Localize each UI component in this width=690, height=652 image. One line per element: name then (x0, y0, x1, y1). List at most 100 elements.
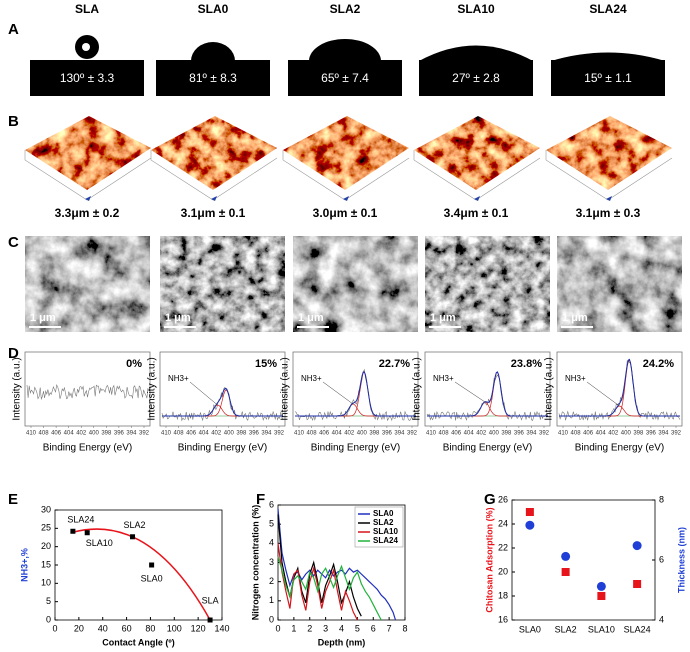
x-tick-label: 410 (558, 431, 569, 437)
panel-label: C (8, 234, 19, 251)
point-label: SLA0 (141, 573, 163, 583)
sem-texture (25, 236, 150, 332)
x-tick-label: 396 (646, 431, 657, 437)
roughness-label: 3.1μm ± 0.3 (576, 206, 641, 220)
x-tick-label: 392 (139, 431, 150, 437)
y-tick-label: 1 (269, 595, 274, 605)
x-axis-label: Binding Energy (eV) (443, 443, 533, 454)
scale-bar-label: 1 μm (298, 312, 324, 324)
x-tick-label: 1 (291, 623, 296, 633)
y-tick-label: 18 (498, 590, 508, 600)
scale-bar (561, 326, 593, 328)
x-axis-label: Binding Energy (eV) (575, 443, 665, 454)
afm-marker (85, 196, 91, 201)
sem-texture (160, 236, 285, 332)
roughness-label: 3.0μm ± 0.1 (313, 206, 378, 220)
y-tick-label: 20 (41, 541, 51, 551)
afm-image (25, 116, 151, 190)
x-tick-label: 8 (402, 623, 407, 633)
drop (419, 45, 533, 61)
x-tick-label: 100 (167, 623, 182, 633)
column-header: SLA (75, 2, 99, 16)
panel-label: D (8, 345, 19, 362)
point-label: SLA10 (86, 538, 113, 548)
substrate (156, 60, 270, 96)
x-tick-label: 398 (236, 431, 247, 437)
x-tick-label: 140 (214, 623, 229, 633)
afm-axis (413, 150, 541, 201)
column-header: SLA0 (198, 2, 229, 16)
x-tick-label: SLA10 (588, 624, 615, 634)
legend-label: SLA2 (373, 518, 394, 527)
annotation-leader (586, 381, 620, 407)
percentage: 0% (126, 358, 142, 370)
spectrum-fit (162, 387, 283, 417)
y-tick-label: 4 (269, 538, 274, 548)
scale-bar (297, 326, 329, 328)
afm-marker (474, 196, 480, 201)
scale-bar-label: 1 μm (562, 312, 588, 324)
afm-axis (282, 150, 410, 201)
x-tick-label: 0 (52, 623, 57, 633)
x-tick-label: 410 (294, 431, 305, 437)
contact-angle-image (551, 52, 665, 96)
x-tick-label: 408 (174, 431, 185, 437)
x-axis-label: Depth (nm) (318, 637, 366, 647)
y-axis-label: Intensity (a.u.) (147, 357, 158, 420)
sem-image (25, 236, 150, 332)
sem-texture (425, 236, 550, 332)
y-tick-label: 26 (498, 494, 508, 504)
x-tick-label: 402 (344, 431, 355, 437)
drop (191, 42, 235, 61)
x-tick-label: 406 (186, 431, 197, 437)
afm-image (546, 116, 672, 190)
x-tick-label: 396 (249, 431, 260, 437)
x-tick-label: 396 (114, 431, 125, 437)
y-tick-label: 0 (46, 614, 51, 624)
contact-angle-label: 15º ± 1.1 (584, 71, 632, 85)
x-tick-label: 400 (357, 431, 368, 437)
y-tick-label: 24 (498, 518, 508, 528)
x-tick-label: 400 (224, 431, 235, 437)
data-point (633, 580, 642, 588)
y-tick-label: 2 (269, 576, 274, 586)
x-tick-label: 80 (145, 623, 155, 633)
data-point (207, 617, 213, 623)
drop (551, 52, 665, 61)
spectrum-frame (556, 351, 683, 427)
percentage: 15% (255, 358, 277, 370)
afm-axis (545, 150, 673, 201)
x-tick-label: 400 (621, 431, 632, 437)
y-axis-label: NH3+,% (19, 548, 29, 582)
x-tick-label: 408 (571, 431, 582, 437)
x-tick-label: 392 (671, 431, 682, 437)
afm-marker (211, 196, 217, 201)
scale-bar (164, 326, 196, 328)
spectrum-frame (24, 351, 151, 427)
spectrum-fit (427, 371, 548, 417)
contact-angle-label: 130º ± 3.3 (60, 71, 115, 85)
annotation: NH3+ (433, 374, 454, 383)
x-tick-label: SLA24 (624, 624, 651, 634)
contact-angle-image (419, 45, 533, 96)
panel-label: B (8, 113, 19, 130)
x-tick-label: 392 (407, 431, 418, 437)
spectrum-frame (159, 351, 286, 427)
x-tick-label: 396 (382, 431, 393, 437)
annotation: NH3+ (168, 374, 189, 383)
column-header: SLA2 (330, 2, 361, 16)
data-point (561, 551, 571, 561)
x-tick-label: 404 (332, 431, 343, 437)
x-axis-label: Binding Energy (eV) (311, 443, 401, 454)
data-point (561, 568, 570, 576)
percentage: 24.2% (643, 358, 674, 370)
panel-label: A (8, 21, 19, 38)
x-tick-label: 400 (489, 431, 500, 437)
y-axis-label: Chitosan Adsorption (%) (484, 507, 494, 612)
x-tick-label: 402 (608, 431, 619, 437)
x-tick-label: 408 (39, 431, 50, 437)
x-tick-label: 20 (74, 623, 84, 633)
sem-texture (557, 236, 682, 332)
spectrum-frame (424, 351, 551, 427)
